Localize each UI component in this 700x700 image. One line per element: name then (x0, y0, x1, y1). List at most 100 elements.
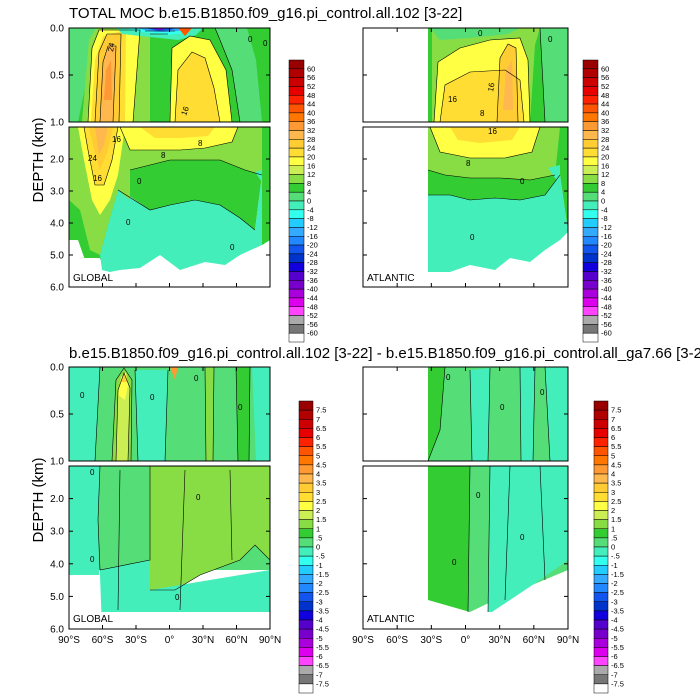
colorbar-swatch (582, 103, 599, 114)
lat-tick-label: 0° (461, 635, 471, 646)
colorbar-swatch (288, 95, 305, 105)
svg-text:8: 8 (161, 151, 166, 160)
depth-tick-label: 3.0 (50, 527, 64, 538)
svg-text:0: 0 (520, 177, 525, 186)
contour-fill-bottom-atlantic-upper (363, 367, 568, 461)
colorbar-label: -16 (307, 232, 318, 241)
colorbar-swatch (298, 428, 314, 438)
colorbar-label: 24 (307, 144, 315, 153)
contour-fill-top-global-upper (69, 28, 270, 122)
colorbar-label: 4.5 (316, 460, 326, 469)
colorbar-label: 0 (601, 197, 605, 206)
colorbar-label: 4.5 (611, 460, 621, 469)
colorbar-label: -8 (601, 214, 608, 223)
contour-labels-bottom-global: 0 0 0 0 0 0 0 0 (80, 374, 243, 602)
colorbar-label: -6 (611, 652, 618, 661)
colorbar-swatch (288, 262, 305, 272)
panel-label-top-global: GLOBAL (73, 273, 113, 284)
svg-text:0: 0 (500, 403, 505, 412)
lat-tick-label: 0° (165, 635, 175, 646)
colorbar-label: 32 (601, 126, 609, 135)
colorbar-swatch (298, 546, 314, 557)
colorbar-swatch (593, 492, 609, 502)
colorbar-label: 0 (316, 543, 320, 552)
colorbar-label: -36 (307, 276, 318, 285)
svg-text:0: 0 (137, 177, 142, 186)
colorbar-swatch (593, 464, 609, 475)
lat-tick-label: 90°N (557, 635, 579, 646)
contour-fill-top-atlantic-upper (363, 28, 568, 122)
colorbar-swatch (593, 583, 609, 593)
colorbar-swatch (298, 647, 314, 657)
colorbar-label: -1.5 (316, 570, 329, 579)
colorbar-label: -56 (307, 320, 318, 329)
colorbar-label: 56 (307, 73, 315, 82)
colorbar-swatch (582, 95, 599, 105)
colorbar-swatch (298, 656, 314, 666)
contour-fill-top-atlantic-lower (363, 127, 568, 287)
colorbar-swatch (288, 174, 305, 184)
contour-labels-top-atlantic: 0 16 16 8 16 8 0 0 0 (448, 29, 553, 242)
colorbar-label: 7 (611, 415, 615, 424)
svg-text:16: 16 (486, 81, 497, 92)
contour-lines-top-global (83, 28, 263, 231)
colorbar-swatch (298, 519, 314, 529)
colorbar-swatch (593, 647, 609, 657)
colorbar-swatch (593, 656, 609, 666)
colorbar-label: 52 (601, 82, 609, 91)
colorbar-swatch (288, 253, 305, 263)
colorbar-swatch (593, 610, 609, 621)
svg-text:0: 0 (90, 555, 95, 564)
colorbar-swatch (593, 519, 609, 529)
colorbar-label: 6.5 (611, 424, 621, 433)
colorbar-swatch (582, 139, 599, 149)
colorbar-label: -40 (307, 285, 318, 294)
colorbar-swatch (288, 332, 305, 343)
svg-text:0: 0 (540, 388, 545, 397)
colorbar-label: 7.5 (611, 406, 621, 415)
colorbar-swatch (298, 610, 314, 621)
lat-tick-label: 60°N (225, 635, 247, 646)
colorbar-swatch (288, 139, 305, 149)
colorbar-label: 24 (601, 144, 609, 153)
lat-tick-label: 90°S (58, 635, 80, 646)
colorbar-label: -4 (316, 616, 323, 625)
y-axis-label-bottom: DEPTH (km) (30, 458, 47, 543)
colorbar-swatch (582, 112, 599, 122)
bottom-title: b.e15.B1850.f09_g16.pi_control.all.102 [… (69, 345, 700, 362)
colorbar-swatch (288, 297, 305, 307)
colorbar-swatch (582, 130, 599, 140)
svg-text:0: 0 (248, 35, 253, 44)
colorbar-swatch (593, 683, 609, 694)
colorbar-label: 1 (316, 524, 320, 533)
colorbar-swatch (298, 501, 314, 511)
colorbar-swatch (288, 147, 305, 158)
colorbar-label: -7.5 (611, 679, 624, 688)
colorbar-label: 40 (601, 108, 609, 117)
colorbar-swatch (288, 191, 305, 202)
top-title: TOTAL MOC b.e15.B1850.f09_g16.pi_control… (69, 5, 462, 22)
depth-tick-label: 5.0 (50, 251, 64, 262)
colorbar-swatch (593, 674, 609, 685)
colorbar-swatch (288, 200, 305, 211)
svg-text:0: 0 (478, 29, 483, 38)
colorbar-label: -12 (307, 223, 318, 232)
colorbar-label: 12 (307, 170, 315, 179)
colorbar-label: 2 (611, 506, 615, 515)
depth-tick-label: 6.0 (50, 625, 64, 636)
colorbar-label: 6 (611, 433, 615, 442)
colorbar-swatch (582, 306, 599, 316)
colorbar-label: -.5 (611, 552, 620, 561)
colorbar-label: 8 (601, 179, 605, 188)
colorbar-swatch (298, 583, 314, 593)
colorbar-swatch (593, 409, 609, 420)
colorbar-swatch (298, 601, 314, 612)
contour-fill-top-global-lower (69, 127, 270, 287)
colorbar-label: 1 (611, 524, 615, 533)
colorbar-label: -44 (307, 293, 318, 302)
colorbar-swatch (298, 482, 314, 493)
colorbar-label: -5.5 (316, 643, 329, 652)
colorbar-label: 2.5 (611, 497, 621, 506)
depth-tick-label: 1.0 (50, 457, 64, 468)
